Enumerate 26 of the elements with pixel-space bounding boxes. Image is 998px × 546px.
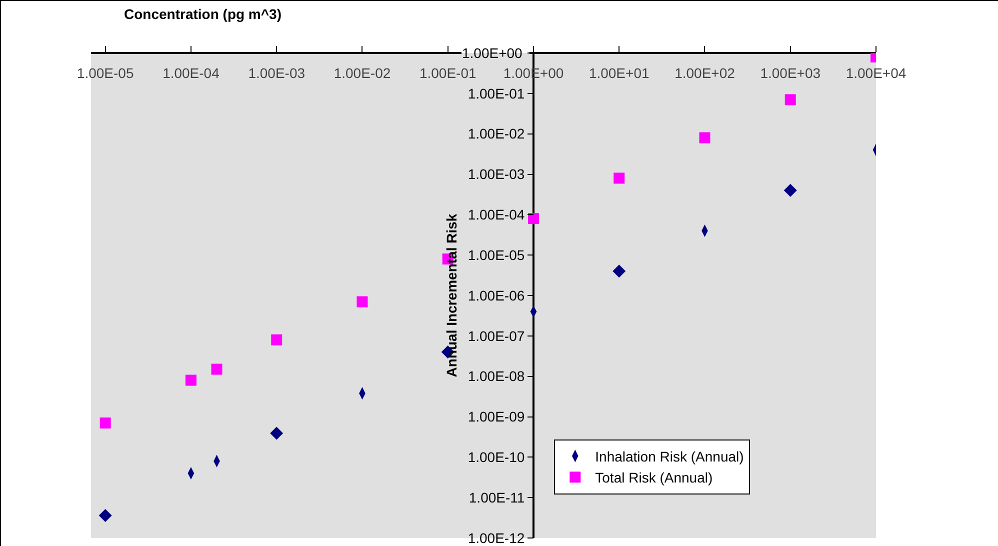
- x-tick-label: 1.00E+03: [760, 64, 821, 81]
- y-tick-label: 1.00E-04: [468, 206, 525, 223]
- y-tick-label: 1.00E-12: [468, 530, 525, 546]
- y-tick-label: 1.00E-11: [468, 489, 525, 506]
- x-tick-label: 1.00E-05: [76, 64, 134, 81]
- x-tick-label: 1.00E+01: [588, 64, 650, 81]
- y-tick-label: 1.00E-02: [468, 126, 525, 142]
- legend-label: Total Risk (Annual): [595, 470, 713, 486]
- y-tick-label: 1.00E-08: [468, 368, 525, 384]
- y-tick-label: 1.00E-03: [468, 166, 525, 182]
- x-tick-label: 1.00E+04: [846, 64, 906, 81]
- x-tick-label: 1.00E-01: [419, 64, 476, 81]
- y-tick-label: 1.00E-01: [468, 85, 525, 102]
- y-tick-label: 1.00E-06: [468, 287, 525, 304]
- x-axis-title: Concentration (pg m^3): [124, 6, 282, 22]
- x-tick-label: 1.00E-03: [248, 64, 306, 81]
- x-tick-label: 1.00E-04: [162, 64, 220, 81]
- legend-label: Inhalation Risk (Annual): [595, 448, 744, 464]
- y-tick-label: 1.00E-09: [468, 408, 525, 425]
- x-tick-label: 1.00E+02: [674, 64, 736, 81]
- y-tick-label: 1.00E-05: [468, 246, 525, 263]
- y-tick-label: 1.00E-07: [468, 328, 525, 344]
- y-tick-label: 1.00E-10: [468, 449, 525, 466]
- y-axis-title: Annual Incremental Risk: [443, 214, 460, 378]
- x-tick-label: 1.00E-02: [334, 64, 391, 81]
- y-tick-label: 1.00E+00: [462, 45, 523, 61]
